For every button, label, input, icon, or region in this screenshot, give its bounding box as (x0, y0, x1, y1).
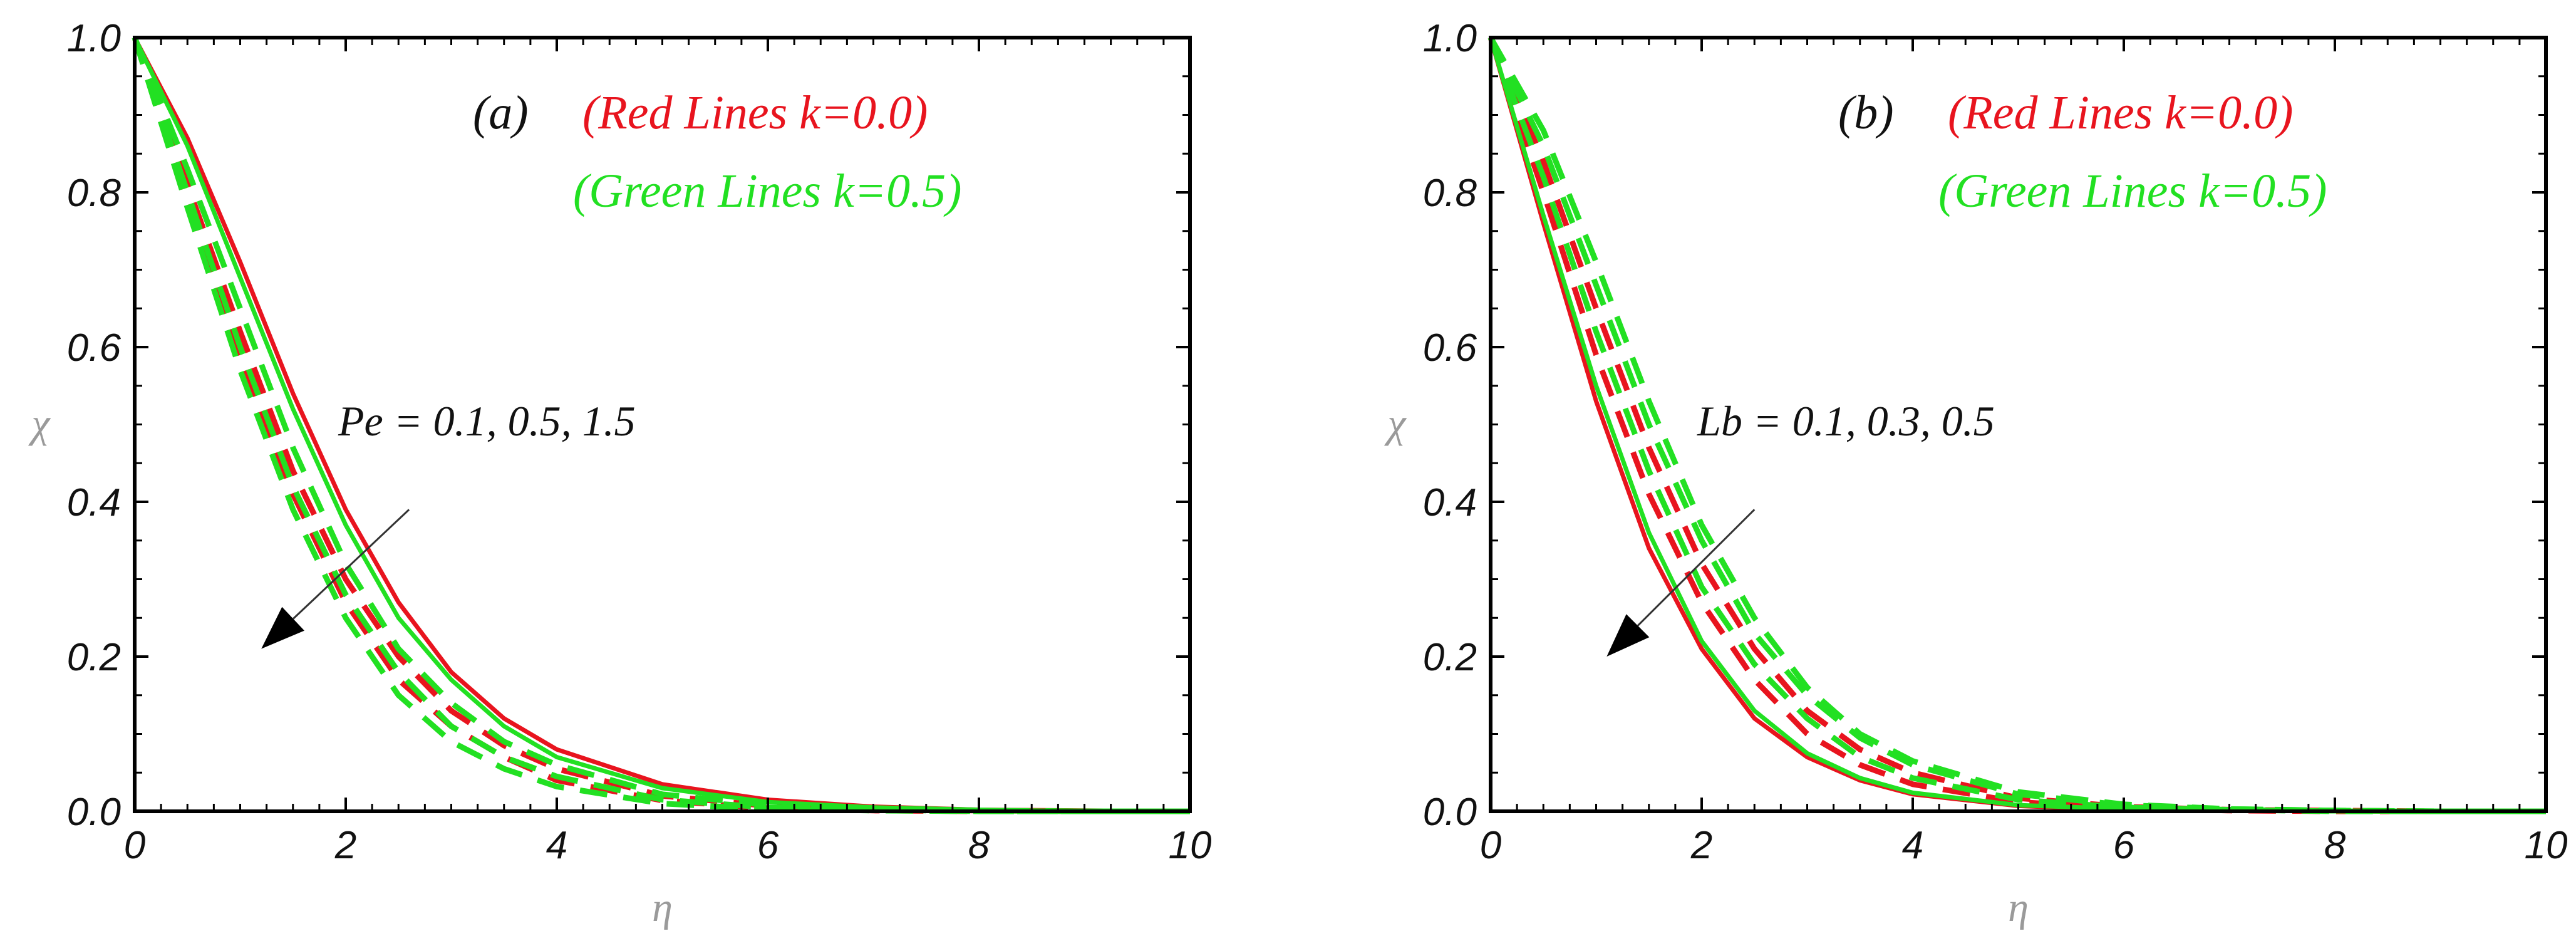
panel-b-y-tick-label: 0.0 (1423, 791, 1477, 834)
panel-b-x-tick-label: 8 (2324, 824, 2346, 867)
panel-b-y-tick-label: 0.4 (1423, 481, 1477, 524)
panel-a-y-axis-label: χ (28, 401, 51, 447)
panel-b-label: (b) (1838, 86, 1894, 139)
panel-a-x-tick-label: 2 (334, 824, 356, 867)
panel-b-x-tick-label: 10 (2525, 824, 2568, 867)
panel-a-curves (132, 36, 1191, 814)
panel-a-y-tick-label: 0.8 (67, 172, 122, 215)
panel-a-frame (133, 36, 1192, 813)
panel-b-x-tick-label: 6 (2113, 824, 2135, 867)
panel-a-y-tick-label: 0.4 (67, 481, 121, 524)
panel-b-series-red-dashed-2 (1487, 36, 2546, 814)
panel-a-series-red-dashed-2 (132, 36, 1190, 814)
panel-b-parameter-annotation: Lb = 0.1, 0.3, 0.5 (1697, 397, 1995, 445)
panel-b-series-green-dashed-5 (1487, 36, 2546, 814)
panel-a-series-red-solid-0 (132, 36, 1191, 814)
panel-a-parameter-annotation: Pe = 0.1, 0.5, 1.5 (338, 397, 636, 445)
panel-a-y-tick-label: 0.2 (67, 636, 121, 679)
panel-b-x-axis-label: η (2008, 885, 2029, 930)
panel-a-arrow-head (261, 606, 304, 649)
panel-a-series-green-dashed-4 (132, 36, 1190, 814)
panel-a-legend-red: (Red Lines k=0.0) (582, 86, 928, 139)
panel-a-legend-green: (Green Lines k=0.5) (573, 165, 961, 217)
panel-b-x-tick-label: 0 (1480, 824, 1501, 867)
panel-a-series-red-dashed-1 (132, 36, 1190, 814)
panel-b-y-axis-label: χ (1384, 401, 1407, 447)
panel-a-arrow (292, 509, 410, 620)
panel-a-ticks: 0 2 4 6 8 10 0.0 0.2 0.4 0.6 0.8 1.0 (67, 17, 1212, 867)
panel-b-x-tick-label: 4 (1902, 824, 1923, 867)
panel-a-series-green-solid-3 (132, 36, 1190, 814)
panel-b-legend-green: (Green Lines k=0.5) (1938, 165, 2327, 217)
panel-b-curves (1487, 36, 2546, 814)
panel-a-series-green-dashed-6 (132, 36, 1190, 814)
panel-a-y-tick-label: 0.6 (67, 326, 122, 370)
panel-a-y-tick-label: 1.0 (67, 17, 121, 60)
panel-b-y-tick-label: 0.6 (1423, 326, 1477, 370)
panel-a-y-tick-label: 0.0 (67, 791, 121, 834)
panel-b: 0 2 4 6 8 10 0.0 0.2 0.4 0.6 0.8 1.0 η χ (b) (Red L… (1384, 17, 2567, 930)
panel-a-x-tick-label: 6 (757, 824, 779, 867)
panel-a-x-tick-label: 10 (1169, 824, 1212, 867)
panel-b-y-tick-label: 0.2 (1423, 636, 1477, 679)
panel-a-x-tick-label: 8 (968, 824, 990, 867)
panel-b-arrow-head (1606, 614, 1650, 657)
panel-b-y-tick-label: 0.8 (1423, 172, 1477, 215)
panel-a-series-green-dashed-5 (132, 36, 1190, 814)
panel-a-label: (a) (473, 86, 529, 139)
panel-b-ticks: 0 2 4 6 8 10 0.0 0.2 0.4 0.6 0.8 1.0 (1423, 17, 2568, 867)
panel-a-x-tick-label: 4 (546, 824, 567, 867)
panel-b-y-tick-label: 1.0 (1423, 17, 1477, 60)
panel-b-series-green-dashed-4 (1487, 36, 2546, 814)
panel-a-x-tick-label: 0 (124, 824, 145, 867)
panel-b-legend-red: (Red Lines k=0.0) (1948, 86, 2293, 139)
panel-b-arrow (1637, 509, 1756, 626)
panel-b-frame (1489, 36, 2548, 813)
panel-a: 0 2 4 6 8 10 0.0 0.2 0.4 0.6 0.8 1.0 η χ (a) (Red L… (28, 17, 1211, 930)
panel-a-x-axis-label: η (652, 885, 673, 930)
panel-b-x-tick-label: 2 (1690, 824, 1712, 867)
